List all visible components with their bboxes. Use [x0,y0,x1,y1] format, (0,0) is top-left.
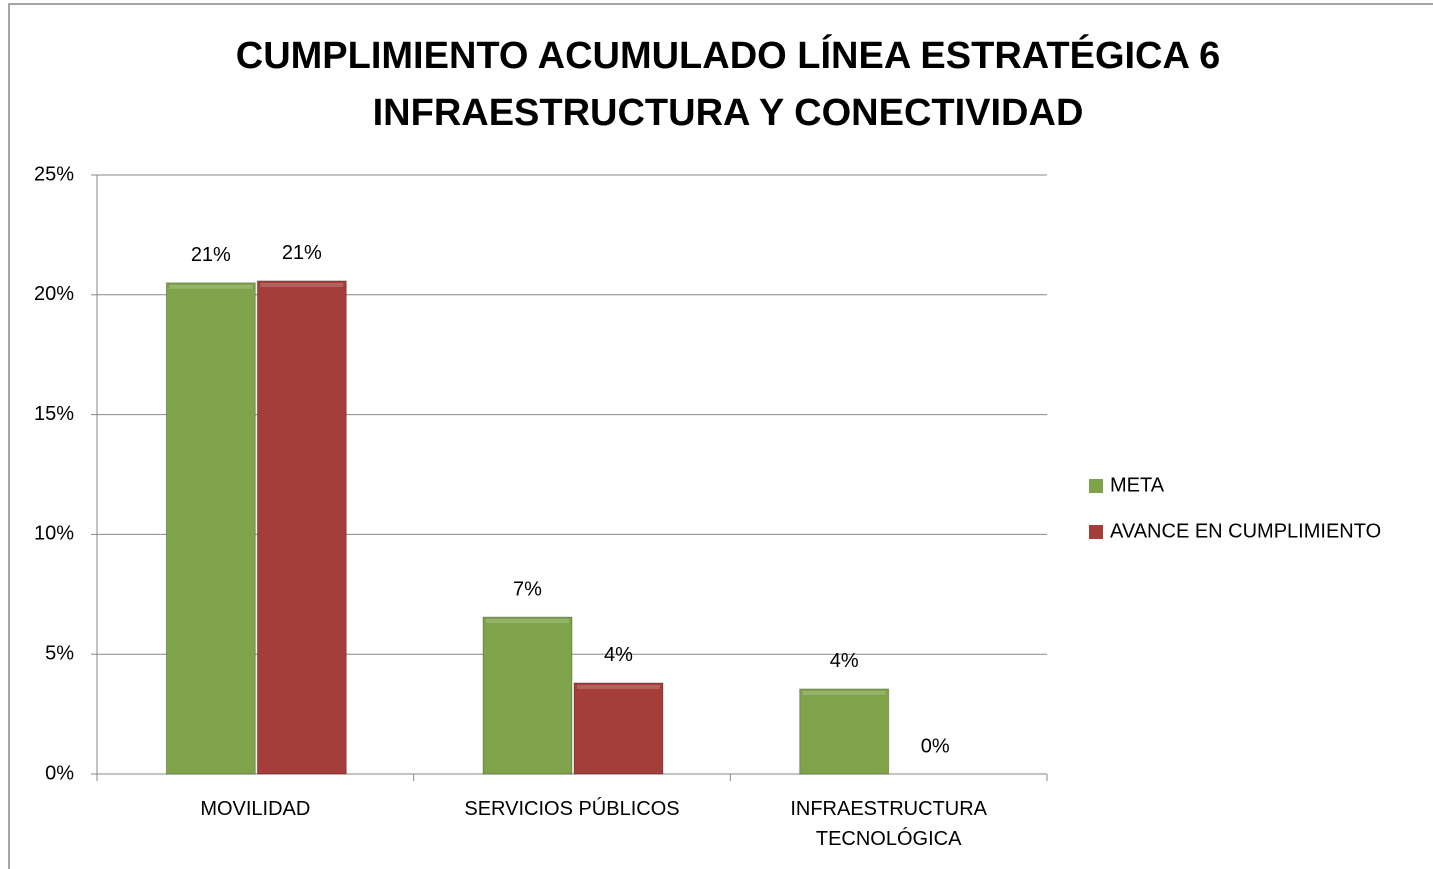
data-label: 4% [830,650,859,672]
bar [256,280,347,775]
chart-subtitle: INFRAESTRUCTURA Y CONECTIVIDAD [373,92,1084,134]
x-tick-label: MOVILIDAD [200,798,311,820]
data-label: 21% [282,242,322,264]
legend-swatch [1089,479,1103,493]
bar-highlight [577,684,660,689]
chart-title: CUMPLIMIENTO ACUMULADO LÍNEA ESTRATÉGICA… [236,33,1220,77]
bar [573,682,664,775]
y-tick-label: 5% [45,642,74,664]
bar-highlight [486,619,569,624]
data-label: 4% [604,644,633,666]
chart-border [8,3,1433,869]
y-tick-label: 10% [34,523,74,545]
data-label: 7% [513,578,542,600]
x-tick-label: SERVICIOS PÚBLICOS [464,798,680,820]
bar [482,616,573,775]
legend-label: META [1110,474,1165,496]
y-tick-label: 0% [45,762,74,784]
bar-highlight [802,690,886,695]
y-tick-label: 15% [34,403,74,425]
x-tick-label: INFRAESTRUCTURA TECNOLÓGICA [790,798,987,850]
bar-highlight [260,282,344,287]
y-tick-label: 20% [34,283,74,305]
data-label: 21% [191,244,231,266]
data-label: 0% [921,735,950,757]
legend-label: AVANCE EN CUMPLIMIENTO [1110,520,1381,542]
bar [799,688,890,775]
bar-highlight [169,284,253,289]
y-tick-label: 25% [34,163,74,185]
legend-swatch [1089,525,1103,539]
bar [165,282,256,775]
